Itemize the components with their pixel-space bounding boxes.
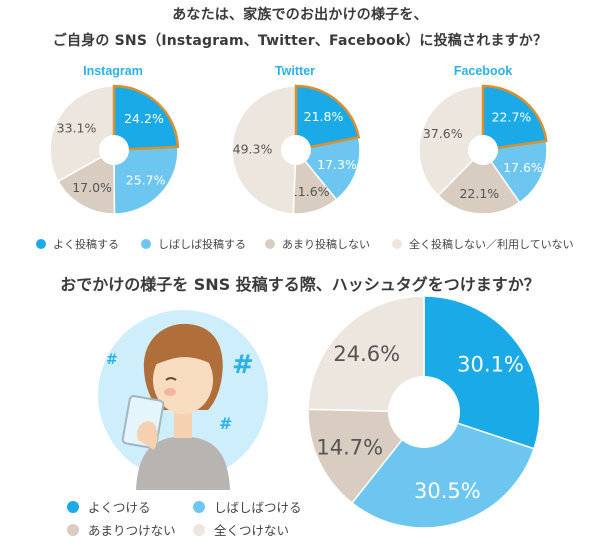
donut-hole <box>468 135 498 165</box>
instagram-pie: 24.2% 25.7% 17.0% 33.1% <box>49 84 180 215</box>
slice-never <box>418 85 484 197</box>
legend-never-tag-swatch <box>193 523 205 536</box>
slice-value-label: 21.8% <box>304 109 344 124</box>
slice-never <box>49 85 115 183</box>
donut-hole <box>388 376 460 448</box>
facebook-pie: 22.7% 17.6% 22.1% 37.6% <box>418 84 548 215</box>
slice-sometimes <box>350 411 535 529</box>
slice-rarely <box>57 148 116 215</box>
legend-sometimes-tag-label: しばしばつける <box>214 500 302 515</box>
legend-sometimes-post: しばしば投稿する <box>141 236 246 252</box>
question-2: おでかけの様子を SNS 投稿する際、ハッシュタグをつけますか？ <box>60 275 540 294</box>
slice-value-label: 14.7% <box>316 435 383 459</box>
slice-value-label: 37.6% <box>423 126 463 141</box>
slice-value-label: 25.7% <box>126 172 166 187</box>
legend-rarely-swatch <box>265 239 275 249</box>
woman-eye <box>165 377 177 381</box>
hashtag-icon: # <box>219 414 233 433</box>
question-1-line-1: あなたは、家族でのお出かけの様子を、 <box>172 7 428 23</box>
instagram-chart-title: Instagram <box>83 64 143 78</box>
donut-hole <box>99 135 129 165</box>
slice-value-label: 24.2% <box>124 111 164 126</box>
legend-sometimes-tag: しばしばつける <box>193 497 302 516</box>
legend-sometimes-swatch <box>141 239 151 249</box>
slice-value-label: 11.6% <box>290 184 330 199</box>
slice-value-label: 30.1% <box>457 353 524 377</box>
woman-cheek <box>164 388 176 396</box>
legend-never-tag: 全くつけない <box>193 520 289 539</box>
legend-never-post: 全く投稿しない／利用していない <box>392 236 574 252</box>
question-1-line-2: ご自身の SNS（Instagram、Twitter、Facebook）に投稿さ… <box>52 33 548 49</box>
woman-body <box>136 436 230 490</box>
woman-face <box>153 346 213 414</box>
twitter-chart-title: Twitter <box>274 64 316 78</box>
facebook-chart-title: Facebook <box>453 64 513 78</box>
slice-value-label: 49.3% <box>233 142 273 157</box>
legend-often-swatch <box>36 239 46 249</box>
slice-rarely <box>436 148 521 215</box>
slice-value-label: 33.1% <box>57 120 97 135</box>
twitter-pie: 21.8% 17.3% 11.6% 49.3% <box>231 84 361 215</box>
slice-value-label: 22.1% <box>459 186 499 201</box>
legend-never-tag-label: 全くつけない <box>214 523 290 538</box>
slice-value-label: 30.5% <box>414 479 481 503</box>
legend-often-tag-swatch <box>67 500 79 513</box>
slice-value-label: 17.3% <box>317 157 357 172</box>
hashtag-icon: # <box>232 350 254 380</box>
woman-with-phone-illustration <box>98 310 268 490</box>
slice-value-label: 17.6% <box>503 160 543 175</box>
legend-sometimes-tag-swatch <box>193 500 205 513</box>
slice-never <box>231 85 297 215</box>
legend-often-tag-label: よくつける <box>88 500 151 515</box>
slice-sometimes <box>481 139 548 204</box>
woman-hand <box>136 421 158 450</box>
legend-rarely-tag-label: あまりつけない <box>88 523 176 538</box>
slice-never <box>307 295 425 413</box>
highlight-outline <box>481 84 548 152</box>
legend-rarely-post: あまり投稿しない <box>265 236 370 252</box>
legend-rarely-tag: あまりつけない <box>67 520 176 539</box>
slice-sometimes <box>113 145 179 215</box>
donut-hole <box>281 135 311 165</box>
highlight-outline <box>294 84 361 152</box>
woman-bangs <box>152 337 216 366</box>
legend-often-label: よく投稿する <box>53 238 119 251</box>
slice-value-label: 17.0% <box>72 180 112 195</box>
hashtag-usage-pie: 30.1% 30.5% 14.7% 24.6% <box>307 295 541 529</box>
highlight-outline <box>112 84 180 152</box>
legend-rarely-label: あまり投稿しない <box>282 238 370 251</box>
legend-never-label: 全く投稿しない／利用していない <box>409 238 574 251</box>
slice-value-label: 24.6% <box>333 342 400 366</box>
hashtag-icon: # <box>106 352 118 368</box>
woman-neck <box>174 412 192 438</box>
slice-sometimes <box>294 136 361 201</box>
legend-sometimes-label: しばしば投稿する <box>158 238 246 251</box>
legend-never-swatch <box>392 239 402 249</box>
legend-often-post: よく投稿する <box>36 236 119 252</box>
legend-rarely-tag-swatch <box>67 523 79 536</box>
slice-value-label: 22.7% <box>492 110 532 125</box>
legend-often-tag: よくつける <box>67 497 151 516</box>
